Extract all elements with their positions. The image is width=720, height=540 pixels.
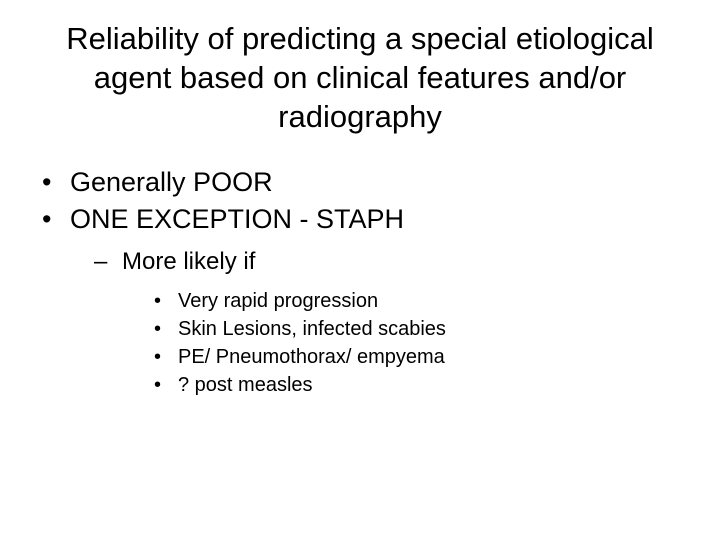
list-item: PE/ Pneumothorax/ empyema — [154, 343, 690, 371]
list-item: Generally POOR — [42, 164, 690, 200]
bullet-list-level1: Generally POOR ONE EXCEPTION - STAPH Mor… — [30, 164, 690, 398]
list-item-text: ? post measles — [178, 374, 313, 396]
list-item-text: Generally POOR — [70, 167, 273, 197]
list-item: ONE EXCEPTION - STAPH More likely if Ver… — [42, 201, 690, 399]
list-item-text: More likely if — [122, 248, 255, 275]
bullet-list-level3: Very rapid progression Skin Lesions, inf… — [122, 287, 690, 399]
list-item-text: Very rapid progression — [178, 290, 378, 312]
bullet-list-level2: More likely if Very rapid progression Sk… — [70, 245, 690, 399]
list-item: Very rapid progression — [154, 287, 690, 315]
slide-container: Reliability of predicting a special etio… — [0, 0, 720, 540]
list-item: More likely if Very rapid progression Sk… — [94, 245, 690, 399]
slide-title: Reliability of predicting a special etio… — [30, 20, 690, 136]
list-item-text: Skin Lesions, infected scabies — [178, 318, 446, 340]
list-item-text: PE/ Pneumothorax/ empyema — [178, 346, 445, 368]
list-item: Skin Lesions, infected scabies — [154, 315, 690, 343]
list-item-text: ONE EXCEPTION - STAPH — [70, 204, 404, 234]
list-item: ? post measles — [154, 371, 690, 399]
